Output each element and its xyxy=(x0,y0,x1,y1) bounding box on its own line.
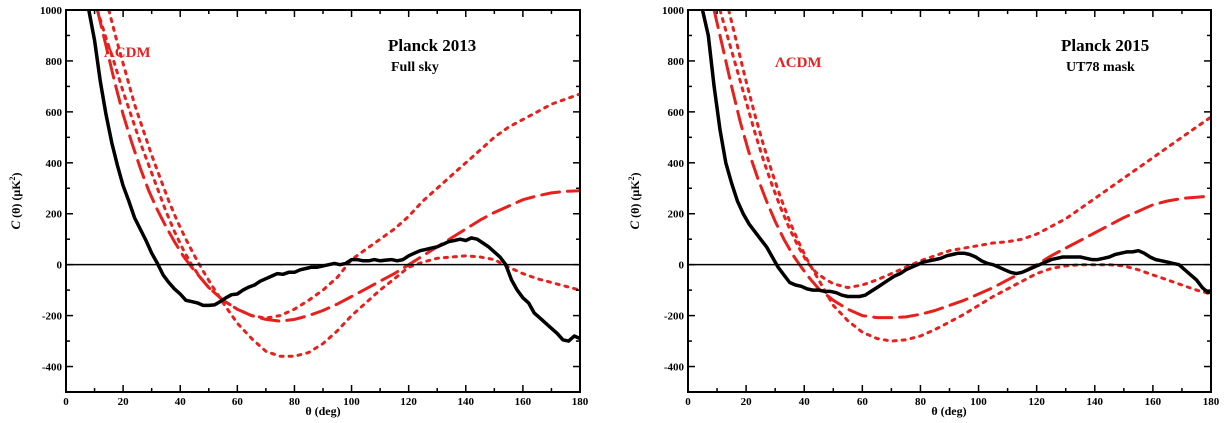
x-tick-label: 20 xyxy=(741,396,753,408)
x-tick-label: 120 xyxy=(1028,396,1045,408)
dataset-subtitle: Full sky xyxy=(391,60,439,75)
x-tick-label: 100 xyxy=(970,396,987,408)
y-tick-label: 400 xyxy=(46,158,63,170)
x-tick-label: 0 xyxy=(685,396,691,408)
y-axis-title: C (θ) (μK2) xyxy=(627,172,642,229)
y-axis-title-superscript: 2 xyxy=(627,176,636,180)
x-tick-label: 120 xyxy=(400,396,417,408)
series-line-dotted-3 xyxy=(727,10,1211,343)
dataset-title: Planck 2015 xyxy=(1061,36,1149,55)
x-tick-label: 80 xyxy=(289,396,301,408)
series-line-dotted-3 xyxy=(107,10,580,358)
y-axis-title-symbol: C xyxy=(8,221,23,230)
dataset-subtitle: UT78 mask xyxy=(1066,60,1135,75)
y-tick-label: 800 xyxy=(46,56,63,68)
chart-panel-planck-2015: 0 20 40 60 80 100 120 140 160 180 -400 -200 0 200 400 6… xyxy=(627,5,1220,418)
x-tick-label: 180 xyxy=(572,396,589,408)
y-tick-label: 600 xyxy=(46,107,63,119)
x-tick-label: 40 xyxy=(175,396,187,408)
dataset-title: Planck 2013 xyxy=(388,36,476,55)
x-tick-label: 160 xyxy=(515,396,532,408)
lcdm-label: ΛCDM xyxy=(104,45,151,61)
x-tick-label: 100 xyxy=(343,396,360,408)
x-axis-title: θ (deg) xyxy=(305,404,340,418)
x-tick-label: 60 xyxy=(232,396,244,408)
x-axis-title: θ (deg) xyxy=(931,404,966,418)
series-line-dashed-1 xyxy=(95,10,580,323)
y-tick-label: -200 xyxy=(42,311,63,323)
y-tick-label: 600 xyxy=(668,107,685,119)
y-tick-label: -400 xyxy=(42,362,63,374)
y-tick-label: 200 xyxy=(668,209,685,221)
x-tick-label: 60 xyxy=(857,396,869,408)
y-axis-title-close: ) xyxy=(9,172,23,176)
y-tick-label: -400 xyxy=(664,362,685,374)
series-line-solid-0 xyxy=(87,10,580,343)
y-tick-label: 400 xyxy=(668,158,685,170)
series-layer xyxy=(87,10,580,358)
y-tick-label: 0 xyxy=(679,260,685,272)
y-tick-label: 0 xyxy=(57,260,63,272)
x-tick-label: 140 xyxy=(1087,396,1104,408)
x-tick-label: 80 xyxy=(915,396,927,408)
plot-frame xyxy=(65,9,581,393)
y-axis-title-text: (θ) (μK xyxy=(628,180,642,218)
y-axis-title-superscript: 2 xyxy=(8,176,17,180)
tick-layer: 0 20 40 60 80 100 120 140 160 180 -400 -200 0 200 400 6… xyxy=(40,5,589,408)
series-line-dotted-2 xyxy=(95,10,580,320)
tick-layer: 0 20 40 60 80 100 120 140 160 180 -400 -200 0 200 400 6… xyxy=(662,5,1220,408)
x-tick-label: 20 xyxy=(118,396,130,408)
x-tick-label: 0 xyxy=(63,396,69,408)
y-axis-title: C (θ) (μK2) xyxy=(8,172,23,229)
x-tick-label: 180 xyxy=(1203,396,1220,408)
series-layer xyxy=(700,10,1211,343)
y-axis-title-symbol: C xyxy=(627,221,642,230)
y-axis-title-close: ) xyxy=(628,172,642,176)
x-tick-label: 160 xyxy=(1145,396,1162,408)
x-tick-label: 40 xyxy=(799,396,811,408)
y-tick-label: 1000 xyxy=(662,5,685,17)
series-line-solid-0 xyxy=(700,10,1211,299)
x-tick-label: 140 xyxy=(458,396,475,408)
y-tick-label: -200 xyxy=(664,311,685,323)
y-tick-label: 200 xyxy=(46,209,63,221)
y-axis-title-text: (θ) (μK xyxy=(9,180,23,218)
lcdm-label: ΛCDM xyxy=(775,55,822,71)
series-line-dashed-1 xyxy=(712,10,1211,320)
y-tick-label: 800 xyxy=(668,56,685,68)
y-tick-label: 1000 xyxy=(40,5,63,17)
chart-panel-planck-2013: 0 20 40 60 80 100 120 140 160 180 -400 -200 0 200 400 6… xyxy=(8,5,589,418)
